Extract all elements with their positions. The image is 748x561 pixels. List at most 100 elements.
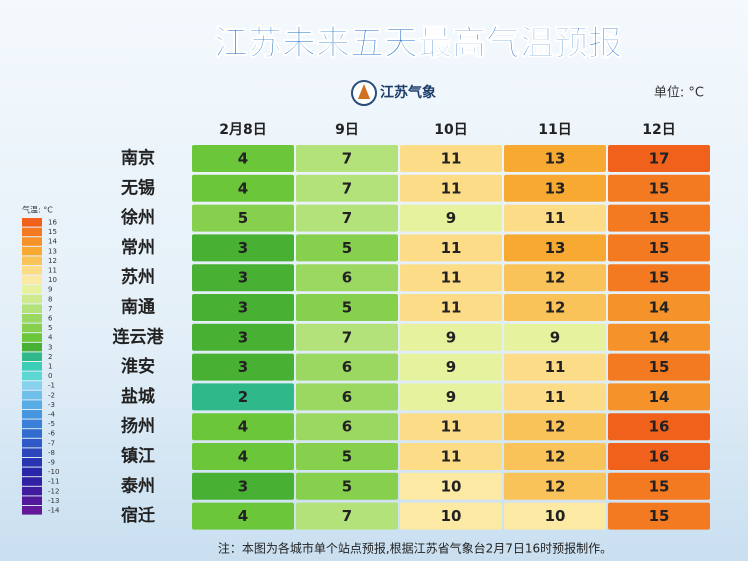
legend-swatch bbox=[22, 333, 42, 342]
legend-label: -5 bbox=[48, 420, 55, 428]
temp-cell bbox=[608, 145, 710, 172]
temp-cell bbox=[608, 472, 710, 500]
legend-label: -10 bbox=[48, 468, 59, 476]
temp-cell bbox=[400, 234, 502, 262]
temp-cell bbox=[296, 353, 398, 381]
temp-cell bbox=[296, 264, 398, 292]
legend-swatch bbox=[22, 400, 42, 409]
legend-swatch bbox=[22, 458, 42, 467]
temp-cell bbox=[608, 294, 710, 321]
city-label: 镇江 bbox=[121, 446, 155, 467]
legend-swatch bbox=[22, 496, 42, 505]
temp-value: 6 bbox=[342, 358, 352, 376]
city-label: 徐州 bbox=[120, 207, 155, 228]
city-label: 南通 bbox=[121, 297, 155, 318]
temp-value: 15 bbox=[649, 477, 670, 495]
legend-label: 1 bbox=[48, 363, 52, 371]
temp-cell bbox=[400, 413, 502, 441]
temp-cell bbox=[608, 234, 710, 262]
temp-value: 15 bbox=[649, 507, 670, 525]
temp-value: 11 bbox=[545, 209, 566, 227]
temp-cell bbox=[400, 472, 502, 500]
legend-label: 9 bbox=[48, 286, 52, 294]
temp-value: 11 bbox=[441, 448, 462, 466]
temp-value: 7 bbox=[342, 179, 352, 197]
temp-value: 10 bbox=[545, 507, 566, 525]
temp-cell bbox=[400, 353, 502, 381]
legend-label: -3 bbox=[48, 401, 55, 409]
temp-cell bbox=[192, 383, 294, 411]
legend-label: 10 bbox=[48, 276, 57, 284]
temp-cell bbox=[192, 294, 294, 321]
temp-value: 7 bbox=[342, 150, 352, 168]
legend-swatch bbox=[22, 506, 42, 515]
temp-cell bbox=[400, 443, 502, 470]
legend-swatch bbox=[22, 314, 42, 323]
temp-value: 6 bbox=[342, 418, 352, 436]
temp-cell bbox=[296, 413, 398, 441]
temp-cell bbox=[296, 323, 398, 351]
temp-value: 14 bbox=[649, 328, 670, 346]
city-label: 南京 bbox=[121, 148, 155, 169]
legend-label: 11 bbox=[48, 267, 57, 275]
temp-value: 4 bbox=[238, 179, 248, 197]
temp-value: 11 bbox=[441, 239, 462, 257]
temp-cell bbox=[296, 204, 398, 232]
legend-swatch bbox=[22, 419, 42, 429]
temp-cell bbox=[400, 383, 502, 411]
legend-label: 16 bbox=[48, 219, 57, 227]
city-label: 无锡 bbox=[120, 177, 155, 198]
legend-label: 14 bbox=[48, 238, 57, 246]
temp-value: 13 bbox=[545, 150, 566, 168]
column-header: 11日 bbox=[538, 122, 571, 138]
temp-cell bbox=[608, 383, 710, 411]
temp-cell bbox=[192, 204, 294, 232]
temp-cell bbox=[192, 353, 294, 381]
temp-cell bbox=[504, 413, 606, 441]
city-label: 扬州 bbox=[121, 416, 155, 437]
temp-value: 6 bbox=[342, 388, 352, 406]
legend-label: 12 bbox=[48, 257, 57, 265]
legend-label: -13 bbox=[48, 497, 59, 505]
temp-cell bbox=[296, 472, 398, 500]
legend-label: -11 bbox=[48, 478, 59, 486]
temp-value: 12 bbox=[545, 477, 566, 495]
legend-swatch bbox=[22, 477, 42, 486]
legend-swatch bbox=[22, 218, 42, 227]
temp-value: 4 bbox=[238, 150, 248, 168]
legend-swatch bbox=[22, 342, 42, 352]
temp-value: 14 bbox=[649, 388, 670, 406]
column-header: 2月8日 bbox=[219, 122, 266, 138]
temp-cell bbox=[504, 234, 606, 262]
legend-swatch bbox=[22, 256, 42, 265]
temp-value: 9 bbox=[446, 358, 456, 376]
temp-cell bbox=[296, 294, 398, 321]
temp-cell bbox=[192, 472, 294, 500]
temp-cell bbox=[504, 443, 606, 470]
legend-swatch bbox=[22, 362, 42, 371]
temp-value: 14 bbox=[649, 299, 670, 317]
temp-cell bbox=[504, 145, 606, 172]
temp-cell bbox=[608, 174, 710, 202]
legend-label: 8 bbox=[48, 295, 52, 303]
legend-swatch bbox=[22, 246, 42, 256]
temp-cell bbox=[504, 383, 606, 411]
temp-value: 12 bbox=[545, 299, 566, 317]
temp-value: 3 bbox=[238, 358, 248, 376]
temp-value: 11 bbox=[441, 418, 462, 436]
legend-label: -6 bbox=[48, 430, 56, 438]
legend-label: -12 bbox=[48, 487, 59, 495]
temp-value: 15 bbox=[649, 179, 670, 197]
temp-value: 9 bbox=[446, 328, 456, 346]
temp-value: 11 bbox=[545, 388, 566, 406]
temp-cell bbox=[296, 174, 398, 202]
temp-cell bbox=[504, 502, 606, 530]
temp-cell bbox=[504, 264, 606, 292]
legend-swatch bbox=[22, 266, 42, 275]
temp-value: 10 bbox=[441, 507, 462, 525]
legend-label: -7 bbox=[48, 439, 55, 447]
legend-label: 2 bbox=[48, 353, 52, 361]
temp-value: 7 bbox=[342, 507, 352, 525]
legend-label: 5 bbox=[48, 324, 52, 332]
